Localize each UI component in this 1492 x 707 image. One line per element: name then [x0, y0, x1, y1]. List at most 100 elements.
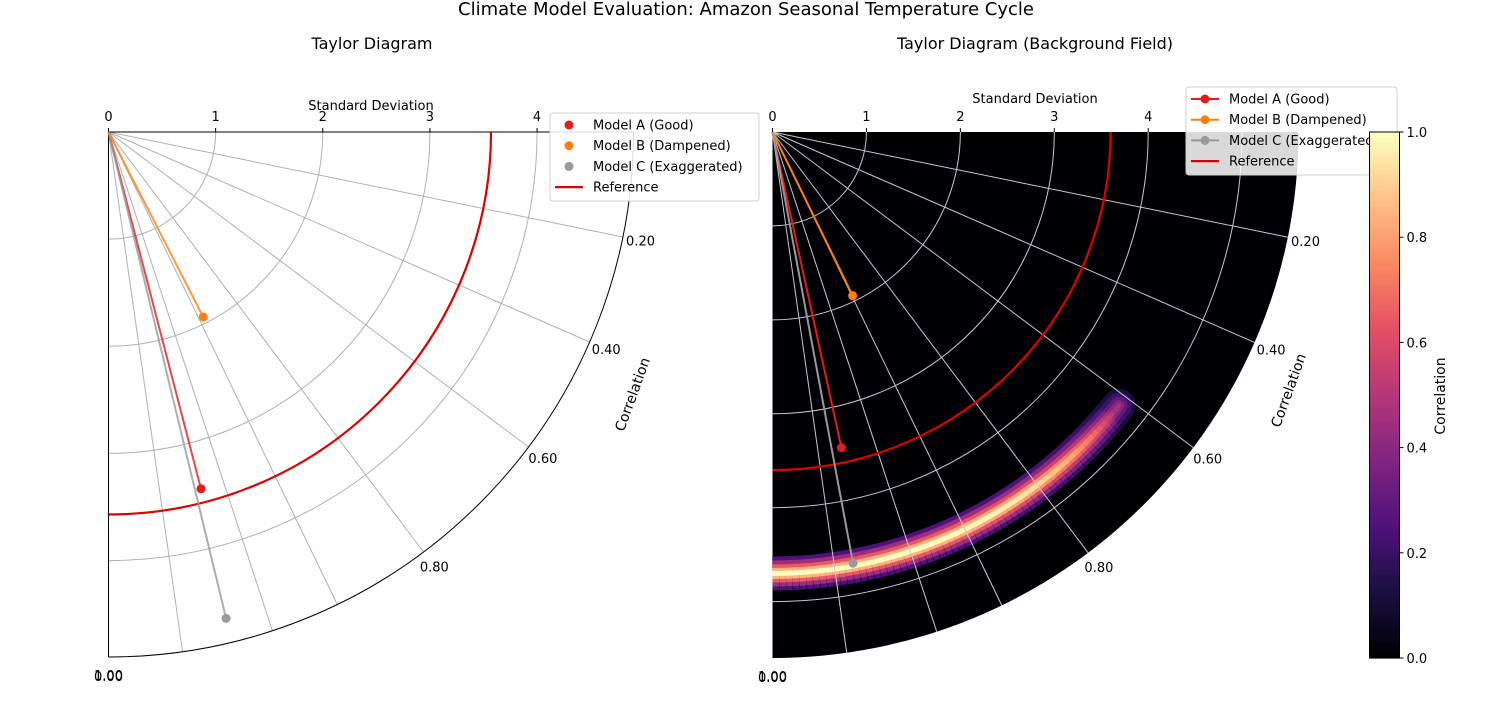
reference-arc — [108, 131, 493, 516]
colorbar-cell — [1369, 210, 1400, 217]
colorbar-tick-label: 1.0 — [1407, 126, 1428, 141]
colorbar-cell — [1369, 600, 1400, 606]
colorbar-cell — [1369, 379, 1400, 386]
colorbar-cell — [1369, 321, 1400, 328]
colorbar-cell — [1369, 279, 1400, 286]
colorbar-cell — [1369, 431, 1400, 438]
heatmap-band-cell — [987, 511, 996, 520]
corr-grid-ray — [108, 131, 623, 238]
colorbar-cell — [1369, 468, 1400, 475]
taylor-panel-right: Taylor Diagram (Background Field) Standa… — [758, 34, 1398, 686]
heatmap-band-cell — [1086, 434, 1095, 443]
colorbar-cell — [1369, 147, 1400, 154]
colorbar-cell — [1369, 231, 1400, 238]
std-tick-label: 1 — [862, 110, 870, 125]
colorbar-cell — [1369, 526, 1400, 533]
legend-marker — [1200, 115, 1210, 125]
colorbar-cell — [1369, 237, 1400, 244]
colorbar-cell — [1369, 494, 1400, 501]
std-tick-label: 4 — [533, 110, 541, 125]
heatmap-band-cell — [957, 527, 966, 535]
colorbar-cell — [1369, 463, 1400, 470]
std-axis-label: Standard Deviation — [308, 99, 433, 114]
heatmap-band-cell — [975, 518, 984, 526]
corr-tick-label: 0.60 — [1193, 452, 1222, 467]
colorbar-cell — [1369, 410, 1400, 417]
colorbar-cell — [1369, 389, 1400, 396]
colorbar-cell — [1369, 400, 1400, 407]
corr-tick-label: 0.00 — [94, 670, 123, 685]
corr-grid-ray — [772, 131, 1288, 238]
heatmap-band-cell — [1052, 465, 1061, 474]
colorbar-cell — [1369, 174, 1400, 180]
colorbar-cell — [1369, 558, 1400, 564]
colorbar-tick-label: 0.4 — [1407, 442, 1428, 457]
corr-tick-label: 0.40 — [1257, 344, 1286, 359]
colorbar: Correlation 0.0 0.2 0.4 0.6 0.8 1.0 — [1369, 126, 1449, 667]
legend-label: Reference — [1229, 155, 1294, 170]
colorbar-cell — [1369, 594, 1400, 601]
colorbar-cell — [1369, 573, 1400, 580]
colorbar-tick-label: 0.0 — [1407, 652, 1428, 667]
colorbar-cell — [1369, 284, 1400, 291]
heatmap-band-cell — [1031, 482, 1040, 491]
heatmap-band-cell — [945, 532, 954, 540]
std-grid-arc — [108, 131, 431, 454]
colorbar-cell — [1369, 484, 1400, 491]
std-grid-arc — [772, 131, 1243, 603]
corr-grid-ray — [108, 131, 590, 343]
colorbar-cell — [1369, 263, 1400, 270]
heatmap-band-cell — [1020, 490, 1030, 499]
colorbar-cell — [1369, 405, 1400, 412]
heatmap-band-cell — [1047, 470, 1056, 479]
heatmap-band-cell — [1042, 474, 1051, 483]
colorbar-cell — [1369, 552, 1400, 559]
model-line — [107, 131, 205, 318]
model-point — [848, 558, 858, 568]
std-tick-label: 4 — [1144, 110, 1152, 125]
colorbar-cell — [1369, 358, 1400, 365]
corr-grid-ray — [772, 131, 1255, 343]
colorbar-cell — [1369, 631, 1400, 638]
outer-arc — [108, 131, 634, 658]
colorbar-cell — [1369, 521, 1400, 528]
corr-tick-label: 1.00 — [94, 669, 123, 684]
heatmap-band-cell — [963, 524, 972, 532]
heatmap-band-cell — [1081, 438, 1090, 448]
colorbar-cell — [1369, 395, 1400, 401]
colorbar-cell — [1369, 179, 1400, 186]
colorbar-cell — [1369, 384, 1400, 391]
heatmap-band-cell — [1009, 497, 1019, 506]
colorbar-cell — [1369, 200, 1400, 207]
colorbar-cell — [1369, 421, 1400, 428]
colorbar-cell — [1369, 500, 1400, 507]
legend-box — [1185, 86, 1398, 176]
heatmap-band-cell — [939, 535, 948, 543]
model-line — [771, 131, 855, 564]
colorbar-cell — [1369, 247, 1400, 254]
model-line — [771, 131, 843, 448]
colorbar-frame — [1369, 131, 1400, 659]
legend-label: Model B (Dampened) — [593, 139, 731, 154]
std-tick-label: 3 — [1050, 110, 1058, 125]
model-point — [221, 613, 231, 623]
colorbar-cell — [1369, 452, 1400, 459]
heatmap-band-cell — [831, 566, 839, 572]
heatmap-band-cell — [889, 553, 898, 560]
colorbar-cell — [1369, 300, 1400, 307]
std-grid-arc — [772, 131, 1055, 415]
colorbar-cell — [1369, 158, 1400, 165]
colorbar-cell — [1369, 142, 1400, 149]
corr-grid-ray — [108, 131, 424, 553]
legend-label: Model C (Exaggerated) — [1229, 134, 1379, 149]
heatmap-band-cell — [1090, 429, 1100, 438]
heatmap-band-cell — [818, 567, 826, 574]
std-axis-label: Standard Deviation — [972, 92, 1097, 107]
legend-box — [549, 112, 760, 202]
colorbar-cell — [1369, 531, 1400, 538]
colorbar-cell — [1369, 337, 1400, 343]
colorbar-cell — [1369, 216, 1400, 223]
colorbar-cell — [1369, 426, 1400, 433]
heatmap-band-cell — [1112, 403, 1122, 414]
heatmap-band-cell — [1062, 457, 1071, 466]
